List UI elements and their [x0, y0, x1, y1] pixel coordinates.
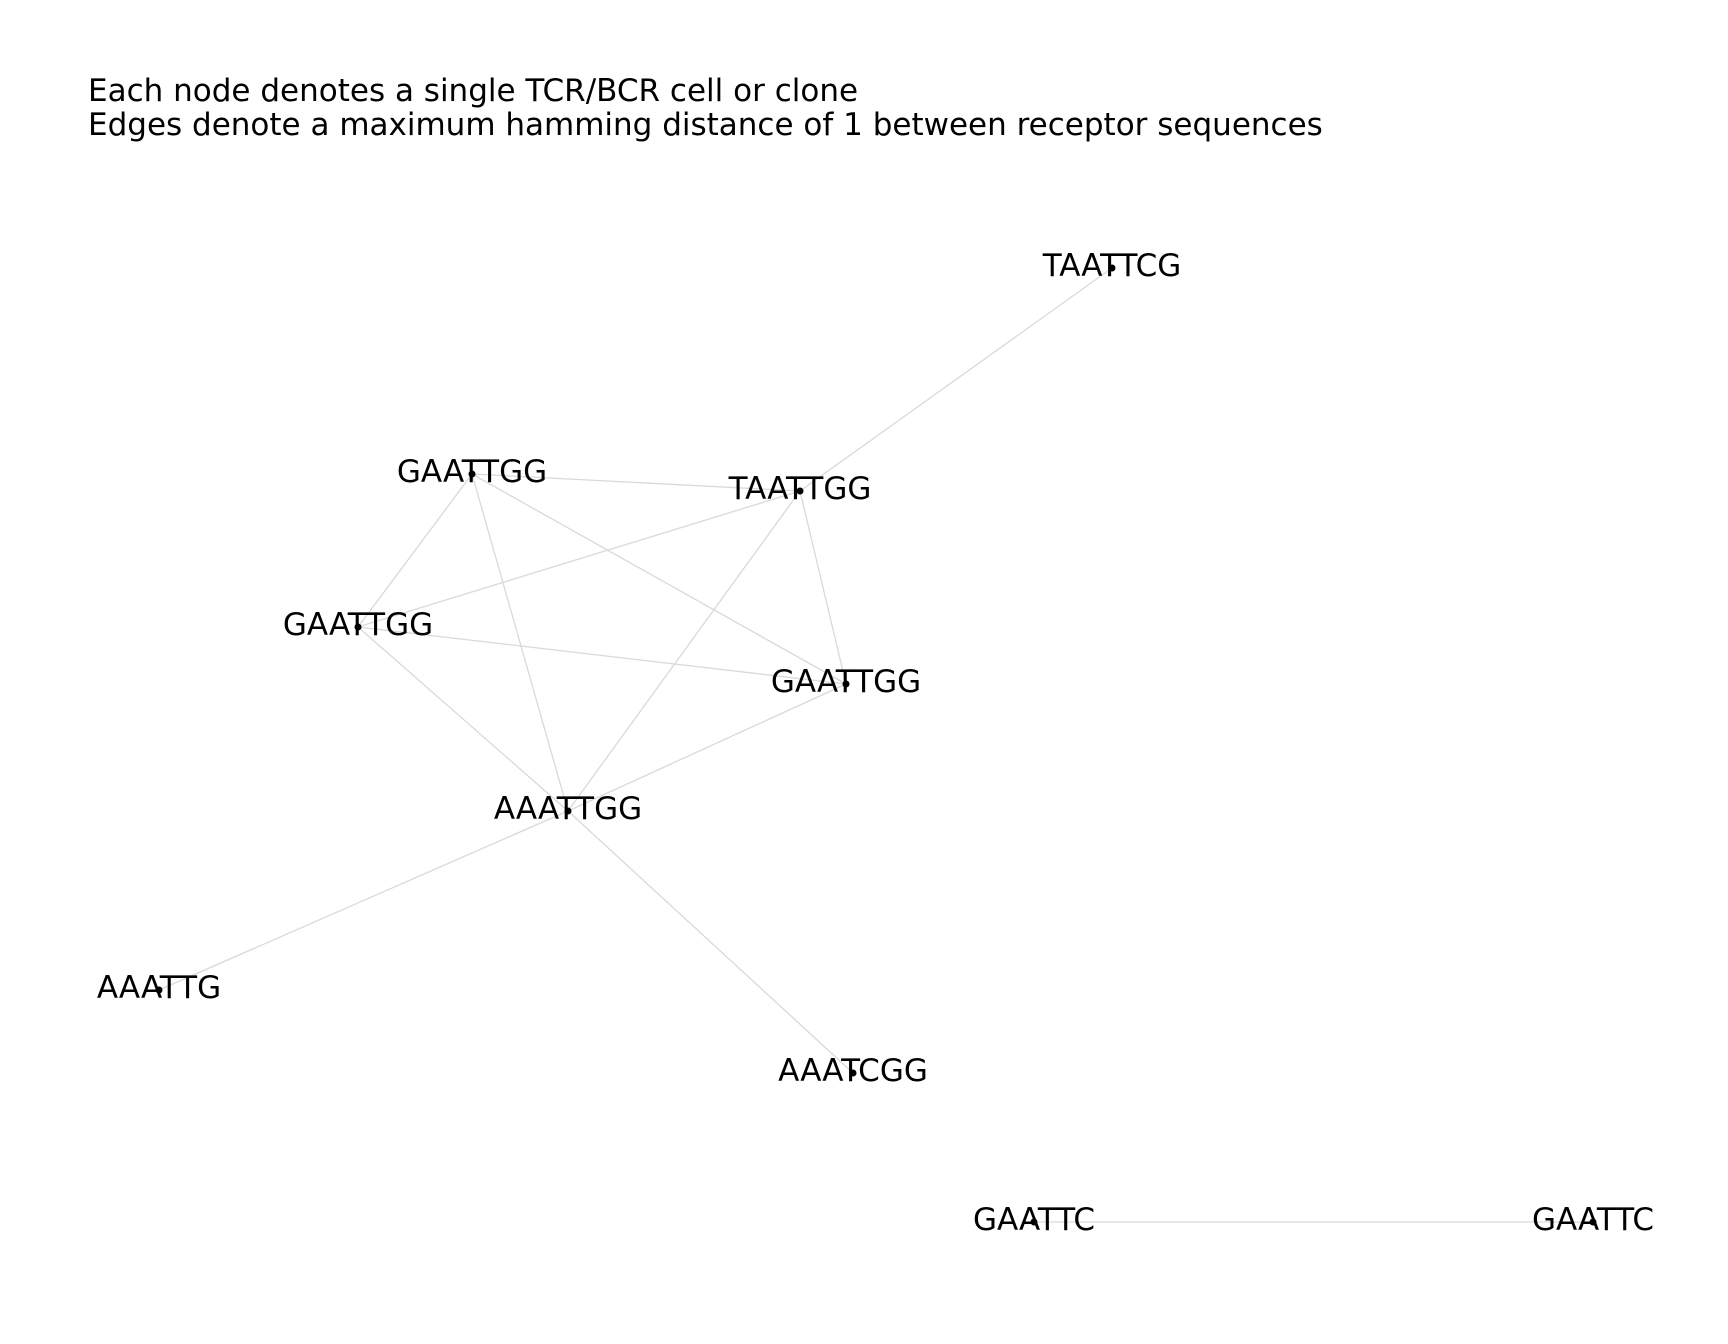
node-label: GAATTGG: [771, 664, 921, 700]
node-label: GAATTGG: [397, 454, 547, 490]
subtitle-line-1: Each node denotes a single TCR/BCR cell …: [88, 73, 859, 109]
node-label: GAATTC: [1532, 1202, 1654, 1238]
subtitle-line-2: Edges denote a maximum hamming distance …: [88, 107, 1323, 143]
edge-n2-n4: [357, 473, 473, 628]
node-dot: [564, 807, 572, 815]
node-n6: AAATTGG: [494, 791, 642, 827]
node-dot: [468, 470, 476, 478]
node-dot: [796, 487, 804, 495]
node-label: TAATTGG: [728, 471, 872, 507]
node-label: AAATCGG: [778, 1053, 928, 1089]
node-dot: [849, 1069, 857, 1077]
edge-layer: [158, 267, 1593, 1223]
node-dot: [1589, 1218, 1597, 1226]
node-n2: GAATTGG: [397, 454, 547, 490]
node-n7: AAATTG: [97, 970, 221, 1006]
node-n9: GAATTC: [973, 1202, 1095, 1238]
edge-n1-n3: [799, 267, 1113, 492]
node-label: AAATTG: [97, 970, 221, 1006]
node-label: GAATTC: [973, 1202, 1095, 1238]
node-n4: GAATTGG: [283, 607, 433, 643]
edge-n6-n8: [567, 810, 854, 1074]
node-dot: [1108, 264, 1116, 272]
node-n1: TAATTCG: [1042, 248, 1182, 284]
edge-n2-n6: [471, 473, 569, 812]
node-label: GAATTGG: [283, 607, 433, 643]
node-dot: [354, 623, 362, 631]
edge-n5-n6: [567, 683, 847, 812]
node-label: TAATTCG: [1042, 248, 1182, 284]
node-dot: [842, 680, 850, 688]
edge-n3-n6: [567, 490, 801, 812]
edge-n2-n5: [471, 473, 847, 685]
edge-n3-n4: [357, 490, 801, 628]
node-n8: AAATCGG: [778, 1053, 928, 1089]
plot-subtitle: Each node denotes a single TCR/BCR cell …: [88, 74, 1323, 142]
node-label: AAATTGG: [494, 791, 642, 827]
edge-n3-n5: [799, 490, 847, 685]
edge-n4-n5: [357, 626, 847, 685]
node-n5: GAATTGG: [771, 664, 921, 700]
edge-n4-n6: [357, 626, 569, 812]
node-n3: TAATTGG: [728, 471, 872, 507]
node-dot: [155, 986, 163, 994]
node-n10: GAATTC: [1532, 1202, 1654, 1238]
edge-n2-n3: [471, 473, 801, 492]
node-layer: TAATTCG GAATTGG TAATTGG GAATTGG GAATTGG AAATT…: [97, 248, 1654, 1238]
node-dot: [1030, 1218, 1038, 1226]
edge-n6-n7: [158, 810, 569, 991]
